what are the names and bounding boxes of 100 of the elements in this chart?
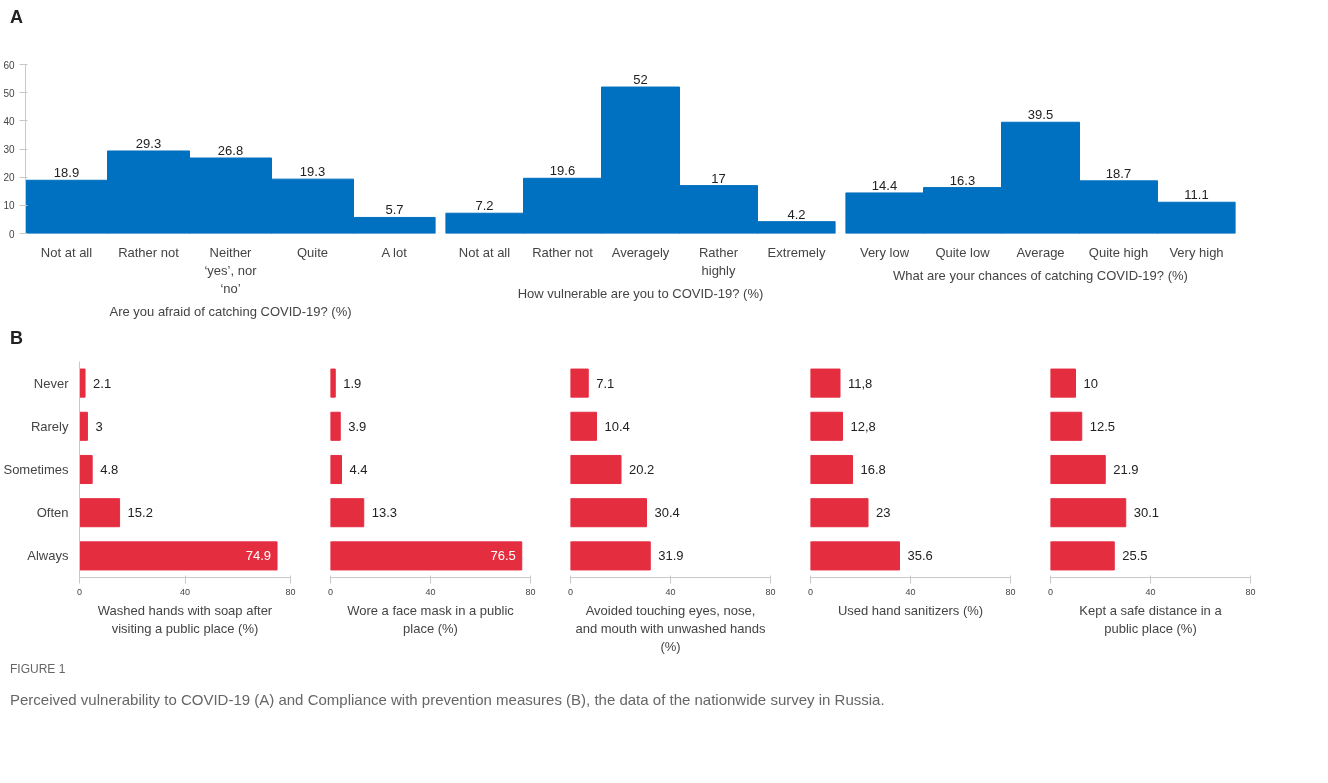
y-tick-label: Often <box>36 505 69 521</box>
bar <box>570 498 647 528</box>
x-tick-label: Rather highly <box>698 244 739 278</box>
x-tick-label: Very high <box>1169 244 1224 260</box>
data-label: 16.3 <box>949 172 976 188</box>
caption: FIGURE 1 <box>10 661 66 679</box>
data-label: 15.2 <box>127 505 153 521</box>
data-label: 4.4 <box>349 462 368 478</box>
x-tick-label: 0 <box>568 586 574 597</box>
data-label: 13.3 <box>371 505 398 521</box>
y-tick-label: 60 <box>3 59 15 71</box>
x-tick-label: 40 <box>905 586 916 597</box>
data-label: 4.8 <box>100 462 119 478</box>
bar <box>330 412 341 442</box>
data-label: 18.9 <box>53 164 80 180</box>
x-tick-label: Averagely <box>611 244 670 260</box>
x-tick-label: Quite high <box>1088 244 1149 260</box>
bar <box>810 498 869 528</box>
x-tick-label: 0 <box>328 586 334 597</box>
x-axis-title: What are your chances of catching COVID-19? (%) <box>893 267 1188 283</box>
bar <box>79 368 86 399</box>
data-label: 31.9 <box>658 548 684 564</box>
data-label: 7.1 <box>596 376 615 392</box>
x-tick-label: 40 <box>1145 586 1156 597</box>
bar <box>570 541 651 571</box>
x-tick-label: 80 <box>1005 586 1016 597</box>
y-tick-label: Sometimes <box>3 462 69 478</box>
x-tick-label: A lot <box>381 244 408 260</box>
bar <box>1050 498 1127 528</box>
x-tick-label: Neither ‘yes’, nor ‘no’ <box>204 244 258 296</box>
x-tick-label: Extremely <box>767 244 826 260</box>
data-label: 30.1 <box>1133 505 1160 521</box>
x-tick-label: 80 <box>285 586 296 597</box>
y-tick-label: 10 <box>3 200 15 212</box>
x-tick-label: 0 <box>808 586 814 597</box>
x-tick-label: Not at all <box>40 244 93 260</box>
x-tick-label: Very low <box>859 244 910 260</box>
bar <box>810 455 853 485</box>
data-label: 12.5 <box>1089 419 1116 435</box>
data-label: 5.7 <box>385 202 404 218</box>
text: A <box>10 6 23 29</box>
data-label: 29.3 <box>135 135 162 151</box>
y-tick-label: 50 <box>3 87 15 99</box>
bar <box>1050 412 1083 442</box>
y-tick-label: 40 <box>3 115 15 127</box>
bar <box>330 498 365 528</box>
x-tick-label: 80 <box>765 586 776 597</box>
data-label: 1.9 <box>343 376 362 392</box>
data-label: 19.6 <box>549 163 576 178</box>
bar <box>330 455 342 485</box>
x-axis-title: Avoided touching eyes, nose, and mouth with unwashed hands (%) <box>575 602 767 654</box>
x-tick-label: 80 <box>525 586 536 597</box>
x-tick-label: Rather not <box>118 244 180 260</box>
bar <box>330 541 523 571</box>
text: Perceived vulnerability to COVID-19 (A) and Compliance with prevention measures (B), the data of the nationwide survey in Russia. <box>10 689 885 710</box>
data-label: 25.5 <box>1122 548 1148 564</box>
y-tick-label: Always <box>27 548 69 564</box>
x-axis-title: Wore a face mask in a public place (%) <box>347 602 515 636</box>
y-tick-label: 30 <box>3 143 15 155</box>
data-label: 11,8 <box>848 376 873 392</box>
x-tick-label: Not at all <box>458 244 511 260</box>
x-tick-label: Quite <box>296 244 329 260</box>
x-tick-label: 80 <box>1245 586 1256 597</box>
bar <box>79 541 278 571</box>
data-label: 30.4 <box>654 505 680 521</box>
data-label: 12,8 <box>850 419 876 435</box>
data-label: 35.6 <box>907 548 933 564</box>
bar <box>810 412 843 442</box>
data-label: 52 <box>633 71 648 87</box>
bar <box>810 541 900 571</box>
data-label: 16.8 <box>860 462 886 478</box>
bar <box>79 455 93 485</box>
data-label: 74.9 <box>245 548 272 564</box>
x-axis-title: Used hand sanitizers (%) <box>837 602 984 618</box>
bar <box>330 368 336 399</box>
x-tick-label: Quite low <box>935 244 991 260</box>
data-label: 11.1 <box>1184 186 1209 202</box>
x-axis-title: How vulnerable are you to COVID-19? (%) <box>517 285 764 301</box>
bar <box>570 368 589 399</box>
text: B <box>10 326 23 350</box>
y-tick-label: Rarely <box>30 419 69 435</box>
x-tick-label: Rather not <box>532 244 594 260</box>
bar <box>570 412 597 442</box>
data-label: 26.8 <box>217 142 244 158</box>
data-label: 10.4 <box>604 419 630 435</box>
x-tick-label: 0 <box>1048 586 1054 597</box>
bar <box>570 455 622 485</box>
data-label: 3.9 <box>348 419 367 435</box>
data-label: 14.4 <box>871 177 898 193</box>
x-tick-label: Average <box>1016 244 1065 260</box>
data-label: 2.1 <box>93 376 112 392</box>
data-label: 7.2 <box>475 197 494 213</box>
y-tick-label: Never <box>33 376 70 392</box>
bar <box>1050 368 1076 399</box>
bar <box>79 498 121 528</box>
data-label: 18.7 <box>1105 165 1132 181</box>
data-label: 23 <box>876 505 891 521</box>
x-tick-label: 40 <box>179 586 191 597</box>
y-tick-label: 20 <box>3 171 15 183</box>
data-label: 10 <box>1083 376 1098 392</box>
